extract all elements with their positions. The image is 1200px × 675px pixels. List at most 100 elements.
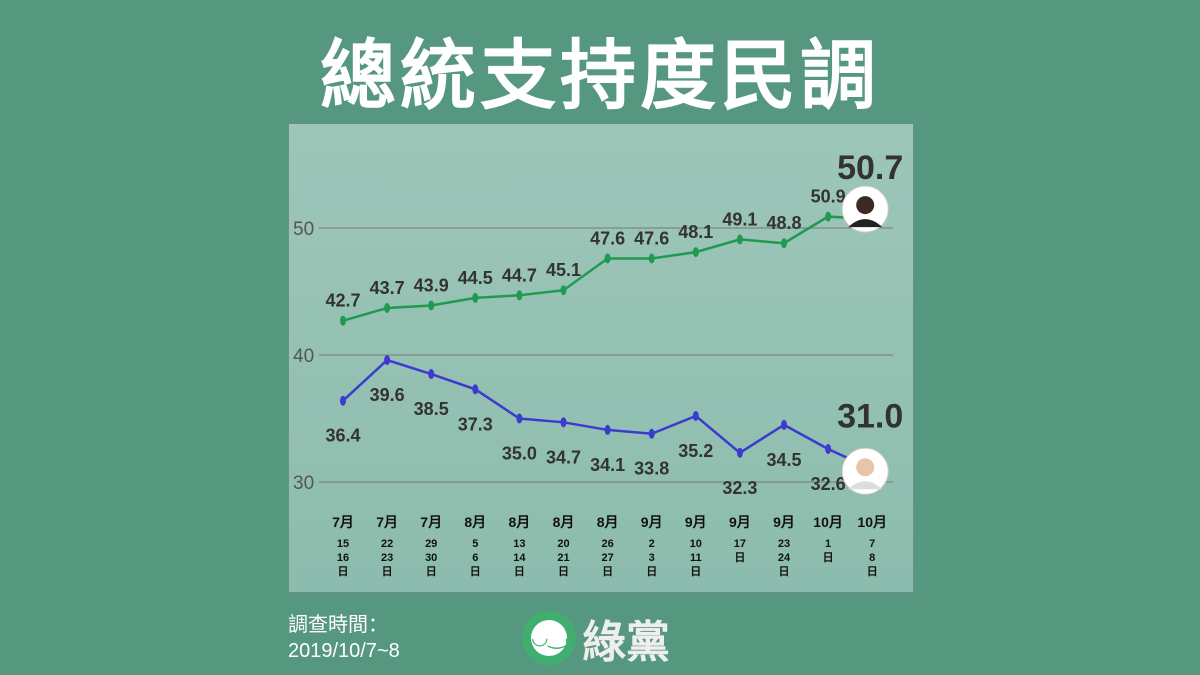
x-tick-day: 日	[867, 565, 878, 578]
avatar-body-icon	[848, 481, 883, 490]
x-tick-month: 8月	[464, 514, 486, 530]
x-tick-month: 7月	[332, 514, 354, 530]
x-tick-month: 8月	[597, 514, 619, 530]
x-tick-day: 日	[823, 551, 834, 564]
blue-candidate-point	[340, 395, 346, 406]
data-label: 43.7	[370, 278, 405, 298]
x-tick-month: 10月	[857, 514, 887, 530]
x-tick-day: 7	[869, 538, 875, 550]
survey-info: 調查時間： 2019/10/7~8	[288, 612, 400, 664]
logo-text: 綠黨	[582, 617, 670, 668]
green-candidate-point	[825, 211, 832, 222]
green-candidate-point	[384, 303, 391, 314]
data-label: 32.3	[722, 478, 757, 498]
x-tick-day: 8	[869, 552, 875, 564]
x-tick-month: 8月	[509, 514, 531, 530]
data-label: 37.3	[458, 414, 493, 434]
green-candidate-point	[472, 292, 479, 303]
data-label: 47.6	[590, 228, 625, 248]
green-candidate-point	[781, 238, 787, 249]
x-tick-day: 5	[472, 538, 478, 550]
x-tick-month: 10月	[813, 514, 843, 530]
data-label: 42.7	[325, 291, 360, 311]
blue-candidate-point	[825, 443, 832, 454]
data-label: 33.8	[634, 459, 669, 479]
green-party-logo: ◡‿◡ 綠黨	[522, 606, 670, 670]
blue-candidate-point	[648, 428, 655, 439]
blue-candidate-point	[560, 417, 567, 428]
green-candidate-point	[516, 290, 523, 301]
data-label: 35.2	[678, 441, 713, 461]
x-tick-day: 日	[470, 565, 481, 578]
x-tick-day: 27	[601, 552, 613, 564]
x-tick-day: 30	[425, 552, 437, 564]
x-tick-month: 9月	[773, 514, 795, 530]
x-tick-day: 日	[690, 565, 701, 578]
chart-svg: 3040507月1516日7月2223日7月2930日8月56日8月1314日8…	[293, 149, 903, 578]
y-tick-label: 50	[293, 219, 314, 240]
line-chart: 30 40 50 7月 15 16 日 7月 22 23 日 7月 29 30 日 8月 5 6 日 8月 13 14 日 8…	[288, 123, 914, 593]
x-tick-month: 7月	[376, 514, 398, 530]
x-tick-day: 日	[646, 565, 657, 578]
blue-candidate-point	[472, 384, 479, 395]
x-tick-month: 9月	[685, 514, 707, 530]
x-tick-day: 23	[381, 552, 393, 564]
x-tick-day: 日	[514, 565, 525, 578]
blue-candidate-point	[692, 410, 699, 421]
data-label: 34.5	[766, 450, 801, 470]
green-candidate-point	[648, 253, 655, 264]
survey-label: 調查時間：	[288, 614, 388, 636]
x-tick-day: 日	[602, 565, 613, 578]
x-tick-day: 10	[690, 538, 702, 550]
blue-candidate-point	[384, 355, 391, 366]
x-tick-day: 20	[557, 538, 569, 550]
data-label: 49.1	[722, 209, 757, 229]
x-tick-month: 9月	[729, 514, 751, 530]
x-tick-day: 23	[778, 538, 790, 550]
data-label: 39.6	[370, 385, 405, 405]
x-tick-day: 29	[425, 538, 437, 550]
x-tick-day: 24	[778, 552, 791, 564]
blue-candidate-point	[516, 413, 523, 424]
x-tick-month: 9月	[641, 514, 663, 530]
data-label: 34.1	[590, 455, 625, 475]
green-candidate-point	[560, 285, 567, 296]
x-tick-day: 14	[513, 552, 526, 564]
data-label: 48.8	[766, 213, 801, 233]
x-tick-day: 2	[649, 538, 655, 550]
x-tick-day: 日	[338, 565, 349, 578]
x-tick-day: 日	[382, 565, 393, 578]
data-label: 50.9	[811, 187, 846, 207]
green-candidate-point	[428, 300, 435, 311]
x-tick-month: 8月	[553, 514, 575, 530]
x-tick-day: 6	[472, 552, 478, 564]
data-label: 47.6	[634, 228, 669, 248]
x-tick-day: 21	[557, 552, 569, 564]
data-label: 36.4	[325, 426, 360, 446]
x-tick-month: 7月	[420, 514, 442, 530]
sun-smile-icon: ◡‿◡	[522, 611, 582, 665]
x-tick-day: 26	[601, 538, 613, 550]
data-label: 44.7	[502, 265, 537, 285]
x-tick-day: 17	[734, 538, 746, 550]
blue-candidate-point	[604, 424, 611, 435]
avatar-body-icon	[848, 219, 883, 228]
x-tick-day: 日	[426, 565, 437, 578]
x-tick-day: 15	[337, 538, 349, 550]
data-label: 35.0	[502, 444, 537, 464]
green-candidate-point	[604, 253, 611, 264]
blue-candidate-point	[736, 447, 743, 458]
green-candidate-point	[692, 247, 699, 258]
data-label: 32.6	[811, 474, 846, 494]
y-tick-label: 40	[293, 346, 314, 367]
blue-candidate-point	[781, 419, 787, 430]
x-tick-day: 3	[649, 552, 655, 564]
survey-date: 2019/10/7~8	[288, 640, 400, 662]
green-candidate-point	[736, 234, 743, 245]
avatar-face-icon	[856, 458, 875, 477]
avatar-face-icon	[856, 196, 875, 215]
final-value-label: 50.7	[837, 149, 903, 187]
x-tick-day: 1	[825, 538, 831, 550]
data-label: 34.7	[546, 447, 581, 467]
data-label: 38.5	[414, 399, 449, 419]
